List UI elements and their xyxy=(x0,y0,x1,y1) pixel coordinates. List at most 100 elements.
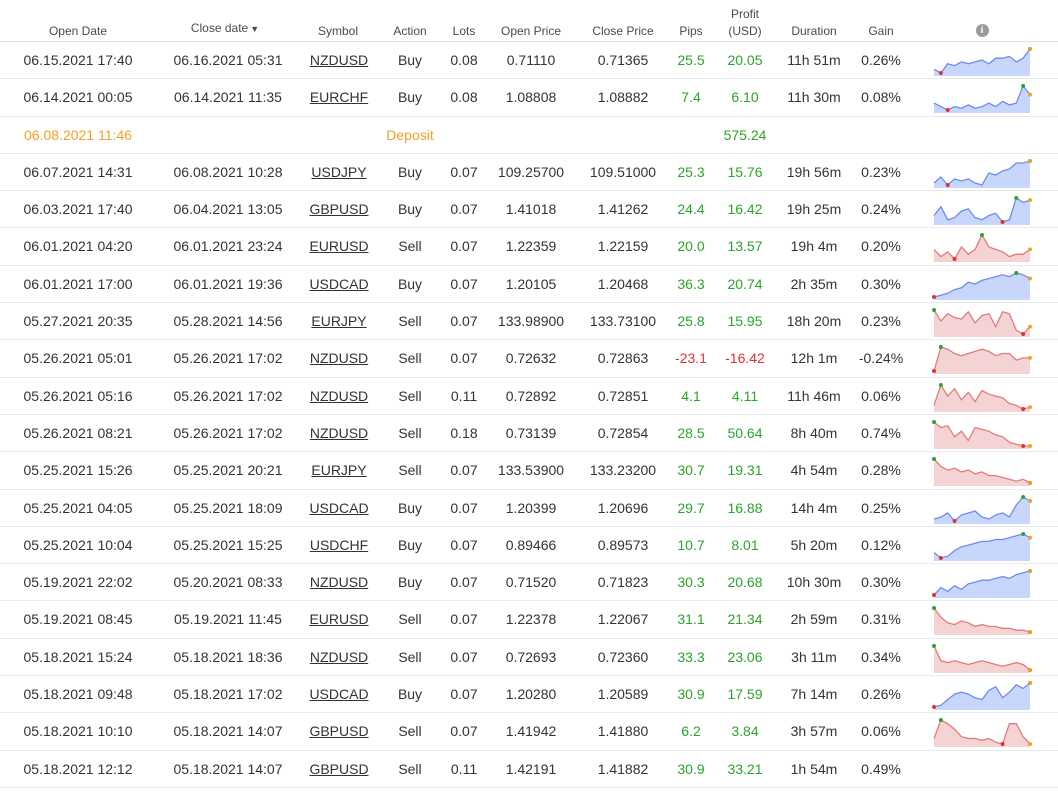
header-open-price[interactable]: Open Price xyxy=(500,24,562,38)
cell-close-date: 05.18.2021 14:07 xyxy=(173,723,283,740)
cell-close-date: 05.28.2021 14:56 xyxy=(173,313,283,330)
symbol-link[interactable]: NZDUSD xyxy=(309,387,369,404)
table-row[interactable]: 05.26.2021 08:21 05.26.2021 17:02 NZDUSD Se… xyxy=(0,415,1058,453)
cell-symbol[interactable]: NZDUSD xyxy=(304,42,374,79)
cell-symbol[interactable]: NZDUSD xyxy=(304,378,374,415)
cell-duration: 19h 25m xyxy=(786,201,842,218)
cell-symbol[interactable]: USDJPY xyxy=(304,154,374,191)
deposit-date: 06.08.2021 11:46 xyxy=(24,126,132,143)
cell-symbol[interactable]: EURUSD xyxy=(304,601,374,638)
table-row[interactable]: 06.03.2021 17:40 06.04.2021 13:05 GBPUSD Bu… xyxy=(0,191,1058,229)
cell-profit: 13.57 xyxy=(727,238,763,255)
table-row[interactable]: 06.07.2021 14:31 06.08.2021 10:28 USDJPY Bu… xyxy=(0,154,1058,192)
symbol-link[interactable]: EURUSD xyxy=(309,611,369,628)
table-row[interactable]: 06.01.2021 17:00 06.01.2021 19:36 USDCAD Bu… xyxy=(0,266,1058,304)
cell-close-date: 05.19.2021 11:45 xyxy=(174,611,282,628)
header-profit[interactable]: Profit (USD) xyxy=(715,7,775,38)
cell-symbol[interactable]: NZDUSD xyxy=(304,415,374,452)
sparkline-end-marker xyxy=(1028,404,1032,409)
sparkline-max-marker xyxy=(932,643,936,648)
table-row[interactable]: 06.15.2021 17:40 06.16.2021 05:31 NZDUSD Bu… xyxy=(0,42,1058,80)
symbol-link[interactable]: GBPUSD xyxy=(309,723,369,740)
symbol-link[interactable]: GBPUSD xyxy=(309,201,369,218)
cell-pips: 30.9 xyxy=(677,686,705,703)
cell-symbol[interactable]: USDCAD xyxy=(304,266,374,303)
sparkline-max-marker xyxy=(1014,196,1019,201)
header-action[interactable]: Action xyxy=(393,24,427,38)
cell-gain: 0.25% xyxy=(861,499,901,516)
cell-symbol[interactable]: NZDUSD xyxy=(304,564,374,601)
cell-gain: 0.26% xyxy=(861,52,901,68)
header-gain[interactable]: Gain xyxy=(868,24,894,38)
table-row[interactable]: 05.18.2021 09:48 05.18.2021 17:02 USDCAD Bu… xyxy=(0,676,1058,714)
cell-close-date: 05.25.2021 18:09 xyxy=(173,499,283,516)
symbol-link[interactable]: NZDUSD xyxy=(309,574,369,591)
symbol-link[interactable]: USDCHF xyxy=(309,536,369,553)
table-row[interactable]: 05.19.2021 22:02 05.20.2021 08:33 NZDUSD Bu… xyxy=(0,564,1058,602)
cell-symbol[interactable]: EURCHF xyxy=(304,79,374,116)
cell-gain: 0.08% xyxy=(861,89,901,106)
symbol-link[interactable]: NZDUSD xyxy=(309,424,369,441)
cell-symbol[interactable]: GBPUSD xyxy=(304,751,374,788)
cell-symbol[interactable]: GBPUSD xyxy=(304,713,374,750)
cell-close-date: 05.18.2021 14:07 xyxy=(173,760,283,777)
deposit-row[interactable]: 06.08.2021 11:46 Deposit 575.24 xyxy=(0,117,1058,154)
symbol-link[interactable]: USDCAD xyxy=(309,686,369,703)
table-row[interactable]: 05.25.2021 04:05 05.25.2021 18:09 USDCAD Bu… xyxy=(0,490,1058,527)
cell-symbol[interactable]: EURUSD xyxy=(304,228,374,265)
header-open-date[interactable]: Open Date xyxy=(48,24,108,38)
cell-profit: 17.59 xyxy=(727,686,763,703)
cell-symbol[interactable]: USDCAD xyxy=(304,490,374,527)
cell-open-price: 0.71520 xyxy=(505,574,557,591)
cell-pips: 24.4 xyxy=(677,201,705,218)
symbol-link[interactable]: EURJPY xyxy=(311,313,367,330)
cell-symbol[interactable]: EURJPY xyxy=(304,452,374,489)
cell-pips: 25.5 xyxy=(677,52,705,68)
cell-symbol[interactable]: GBPUSD xyxy=(304,191,374,228)
cell-gain: 0.23% xyxy=(861,163,901,180)
symbol-link[interactable]: EURUSD xyxy=(309,238,369,255)
cell-symbol[interactable]: EURJPY xyxy=(304,303,374,340)
symbol-link[interactable]: EURCHF xyxy=(309,89,369,106)
table-row[interactable]: 05.19.2021 08:45 05.19.2021 11:45 EURUSD Se… xyxy=(0,601,1058,639)
header-symbol[interactable]: Symbol xyxy=(317,24,358,38)
header-close-date[interactable]: Close date ▼ xyxy=(180,21,270,36)
cell-duration: 5h 20m xyxy=(790,536,838,553)
symbol-link[interactable]: NZDUSD xyxy=(309,350,369,367)
header-pips[interactable]: Pips xyxy=(679,24,703,38)
symbol-link[interactable]: USDJPY xyxy=(311,163,367,180)
header-lots[interactable]: Lots xyxy=(452,24,476,38)
sparkline-area xyxy=(934,160,1030,188)
table-row[interactable]: 05.26.2021 05:16 05.26.2021 17:02 NZDUSD Se… xyxy=(0,378,1058,415)
symbol-link[interactable]: USDCAD xyxy=(309,275,369,292)
header-profit-line2: (USD) xyxy=(728,24,762,38)
table-row[interactable]: 05.18.2021 15:24 05.18.2021 18:36 NZDUSD Se… xyxy=(0,639,1058,677)
symbol-link[interactable]: NZDUSD xyxy=(309,52,369,68)
cell-symbol[interactable]: USDCAD xyxy=(304,676,374,713)
table-row[interactable]: 05.26.2021 05:01 05.26.2021 17:02 NZDUSD Se… xyxy=(0,340,1058,378)
cell-close-price: 1.08882 xyxy=(597,89,649,106)
info-icon[interactable]: i xyxy=(975,22,989,37)
table-row[interactable]: 06.14.2021 00:05 06.14.2021 11:35 EURCHF Bu… xyxy=(0,79,1058,117)
sparkline-end-marker xyxy=(1028,47,1032,51)
table-row[interactable]: 05.18.2021 10:10 05.18.2021 14:07 GBPUSD Se… xyxy=(0,713,1058,751)
table-row[interactable]: 05.18.2021 12:12 05.18.2021 14:07 GBPUSD Se… xyxy=(0,751,1058,788)
header-duration[interactable]: Duration xyxy=(791,24,837,38)
table-row[interactable]: 06.01.2021 04:20 06.01.2021 23:24 EURUSD Se… xyxy=(0,228,1058,266)
cell-open-price: 1.20105 xyxy=(505,275,557,292)
sparkline-line xyxy=(933,160,1031,186)
sparkline-line xyxy=(933,608,1031,634)
cell-symbol[interactable]: NZDUSD xyxy=(304,340,374,377)
table-row[interactable]: 05.27.2021 20:35 05.28.2021 14:56 EURJPY Se… xyxy=(0,303,1058,341)
cell-lots: 0.07 xyxy=(450,313,478,330)
table-row[interactable]: 05.25.2021 10:04 05.25.2021 15:25 USDCHF Bu… xyxy=(0,527,1058,565)
cell-symbol[interactable]: NZDUSD xyxy=(304,639,374,676)
symbol-link[interactable]: EURJPY xyxy=(311,462,367,479)
cell-lots: 0.11 xyxy=(450,387,478,404)
symbol-link[interactable]: NZDUSD xyxy=(309,648,369,665)
header-close-price[interactable]: Close Price xyxy=(592,24,654,38)
symbol-link[interactable]: USDCAD xyxy=(309,499,369,516)
cell-symbol[interactable]: USDCHF xyxy=(304,527,374,564)
table-row[interactable]: 05.25.2021 15:26 05.25.2021 20:21 EURJPY Se… xyxy=(0,452,1058,490)
symbol-link[interactable]: GBPUSD xyxy=(309,760,369,777)
